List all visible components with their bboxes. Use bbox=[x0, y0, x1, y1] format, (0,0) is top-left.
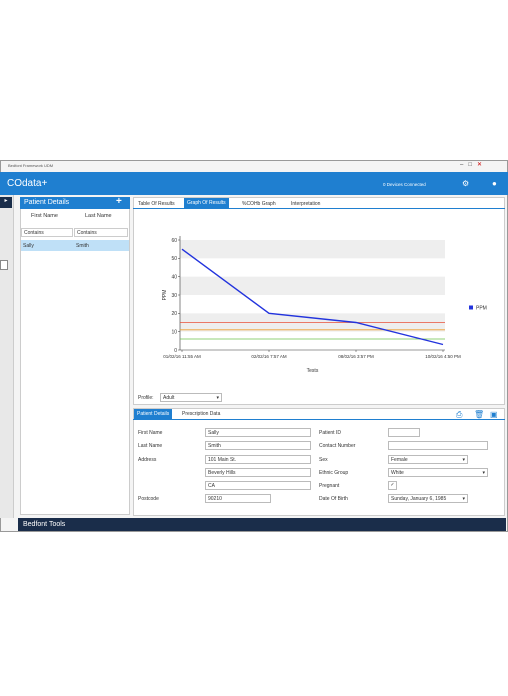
field-label: Last Name bbox=[138, 443, 163, 449]
tab-underline bbox=[133, 419, 505, 420]
legend-swatch bbox=[469, 305, 473, 310]
tab[interactable]: Interpretation bbox=[291, 201, 321, 207]
field-label: First Name bbox=[138, 430, 163, 436]
device-status: 0 Devices Connected bbox=[383, 182, 426, 187]
chart: 0 10 20 30 40 50 60 01/02/16 11:55 AM 02/02/16 7… bbox=[162, 236, 487, 374]
y-axis-label: PPM bbox=[162, 290, 168, 301]
tab-active[interactable]: Graph Of Results bbox=[184, 198, 229, 208]
x-tick-label: 02/02/16 7:57 AM bbox=[251, 354, 287, 359]
field-label: Date Of Birth bbox=[319, 496, 348, 502]
dropdown-arrow: ▾ bbox=[462, 457, 465, 463]
y-tick-label: 50 bbox=[171, 256, 177, 262]
plot-stripe bbox=[180, 276, 445, 295]
legend-label: PPM bbox=[476, 306, 487, 312]
field-label: Sex bbox=[319, 457, 328, 463]
x-axis-label: Tests bbox=[307, 368, 319, 374]
text-input[interactable]: Smith bbox=[205, 441, 311, 450]
x-tick-label: 10/02/16 4:50 PM bbox=[425, 354, 461, 359]
footer-title: Bedfont Tools bbox=[23, 521, 66, 528]
field-label: Contact Number bbox=[319, 443, 356, 449]
footer-bar bbox=[18, 518, 506, 531]
text-input[interactable]: Sally bbox=[205, 428, 311, 437]
y-tick-label: 40 bbox=[171, 274, 177, 280]
filter[interactable]: Contains bbox=[21, 228, 73, 237]
add-patient[interactable]: + bbox=[116, 196, 122, 207]
input[interactable] bbox=[388, 428, 420, 437]
column-header[interactable]: Last Name bbox=[85, 213, 112, 219]
tab[interactable]: Table Of Results bbox=[138, 201, 175, 207]
delete-icon[interactable]: 🗑 bbox=[474, 410, 485, 419]
y-tick-label: 20 bbox=[171, 311, 177, 317]
patient-list-title: Patient Details bbox=[24, 199, 70, 206]
text-input[interactable]: CA bbox=[205, 481, 311, 490]
text-input[interactable]: Beverly Hills bbox=[205, 468, 311, 477]
nav-toggle[interactable]: ▸ bbox=[0, 197, 12, 208]
y-tick-label: 60 bbox=[171, 238, 177, 244]
cell[interactable]: Smith bbox=[76, 243, 89, 249]
patient-list-header bbox=[20, 197, 130, 209]
field-label: Postcode bbox=[138, 496, 159, 502]
nav-icon[interactable] bbox=[0, 260, 8, 270]
tab[interactable]: Prescription Data bbox=[182, 411, 221, 417]
plot-stripe bbox=[180, 240, 445, 259]
input[interactable]: Sunday, January 6, 1985 ▾ bbox=[388, 494, 468, 503]
window-title: Bedfont Framework UDM bbox=[8, 163, 54, 168]
dropdown-arrow: ▾ bbox=[462, 496, 465, 502]
y-tick-label: 0 bbox=[174, 348, 177, 354]
header-bar bbox=[0, 172, 508, 195]
checkbox[interactable]: ✓ bbox=[388, 481, 397, 490]
results-panel bbox=[133, 197, 505, 405]
profile-value: Adult bbox=[163, 395, 175, 401]
window-buttons[interactable]: – □ ✕ bbox=[460, 162, 482, 168]
input[interactable]: White ▾ bbox=[388, 468, 488, 477]
y-tick-label: 30 bbox=[171, 293, 177, 299]
x-tick-label: 08/02/16 3:57 PM bbox=[338, 354, 374, 359]
filter[interactable]: Contains bbox=[74, 228, 128, 237]
field-label: Pregnant bbox=[319, 483, 340, 489]
tab[interactable]: %COHb Graph bbox=[242, 201, 276, 207]
save-icon[interactable]: ▣ bbox=[490, 410, 498, 419]
profile-select[interactable]: Adult ▾ bbox=[160, 393, 222, 402]
field-label: Address bbox=[138, 457, 157, 463]
app-name: COdata+ bbox=[7, 178, 48, 189]
selected-row[interactable] bbox=[21, 240, 129, 251]
field-label: Ethnic Group bbox=[319, 470, 349, 476]
x-tick-label: 01/02/16 11:55 AM bbox=[163, 354, 201, 359]
profile-label: Profile: bbox=[138, 395, 154, 401]
text-input[interactable]: 90210 bbox=[205, 494, 271, 503]
nav-strip bbox=[0, 195, 14, 518]
tab-underline bbox=[133, 208, 505, 209]
menu-icon[interactable]: ● bbox=[492, 179, 497, 188]
y-tick-label: 10 bbox=[171, 329, 177, 335]
cell[interactable]: Sally bbox=[23, 243, 34, 249]
settings-icon[interactable]: ⚙ bbox=[462, 179, 470, 188]
field-label: Patient ID bbox=[319, 430, 341, 436]
data-line bbox=[181, 248, 444, 346]
input[interactable] bbox=[388, 441, 488, 450]
input[interactable]: Female ▾ bbox=[388, 455, 468, 464]
text-input[interactable]: 101 Main St. bbox=[205, 455, 311, 464]
column-header[interactable]: First Name bbox=[31, 213, 58, 219]
print-icon[interactable]: ⎙ bbox=[456, 410, 463, 419]
tab-active[interactable]: Patient Details bbox=[134, 409, 173, 419]
dropdown-arrow: ▾ bbox=[482, 470, 485, 476]
